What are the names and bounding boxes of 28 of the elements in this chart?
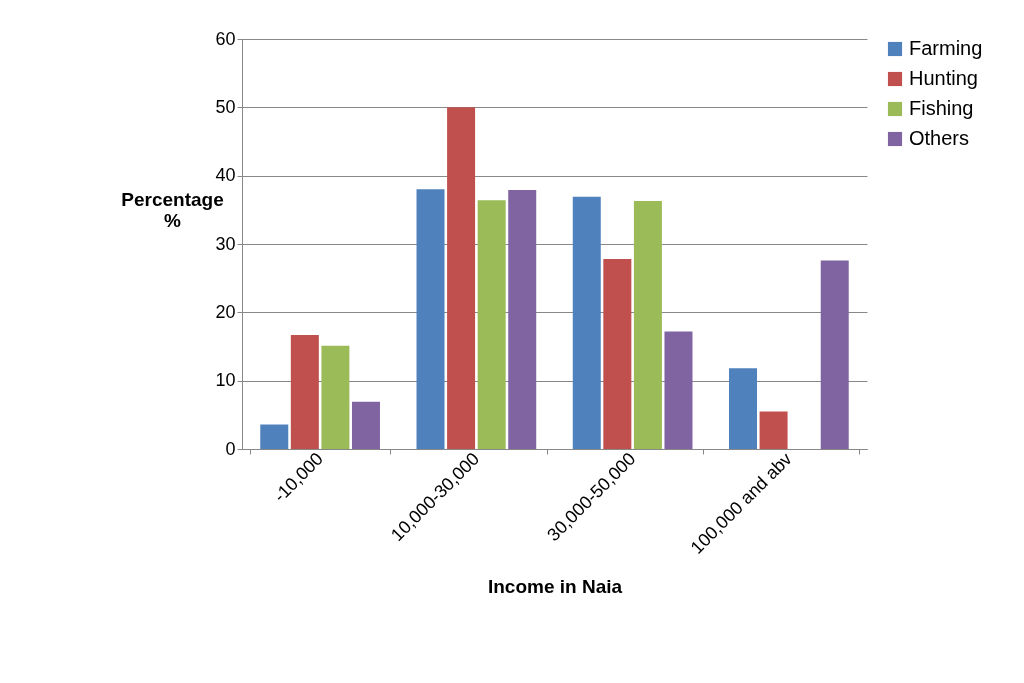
y-axis-title: Percentage % [121,188,224,231]
y-tick-label: 40 [215,165,236,186]
bar [416,189,445,449]
legend-label: Others [909,127,970,149]
bar [603,259,632,449]
bar [633,200,662,449]
bar [260,424,289,449]
bar [321,345,350,449]
bar [477,200,506,449]
y-tick-label: 20 [215,301,236,322]
y-tick-label: 60 [215,28,236,49]
bar [572,196,601,449]
legend-label: Fishing [909,97,974,119]
bar [351,401,380,449]
y-tick-label: 30 [215,233,236,254]
x-axis-title: Income in Naia [487,575,623,597]
bar [447,107,476,449]
bar [664,331,693,449]
y-tick-label: 0 [225,438,236,459]
bar [290,334,319,449]
bar [820,260,849,449]
y-tick-label: 10 [215,370,236,391]
y-tick-label: 50 [215,96,236,117]
bar [729,368,758,449]
legend-label: Farming [909,37,983,59]
legend-label: Hunting [909,67,978,89]
bar [759,411,788,449]
bar [508,190,537,449]
